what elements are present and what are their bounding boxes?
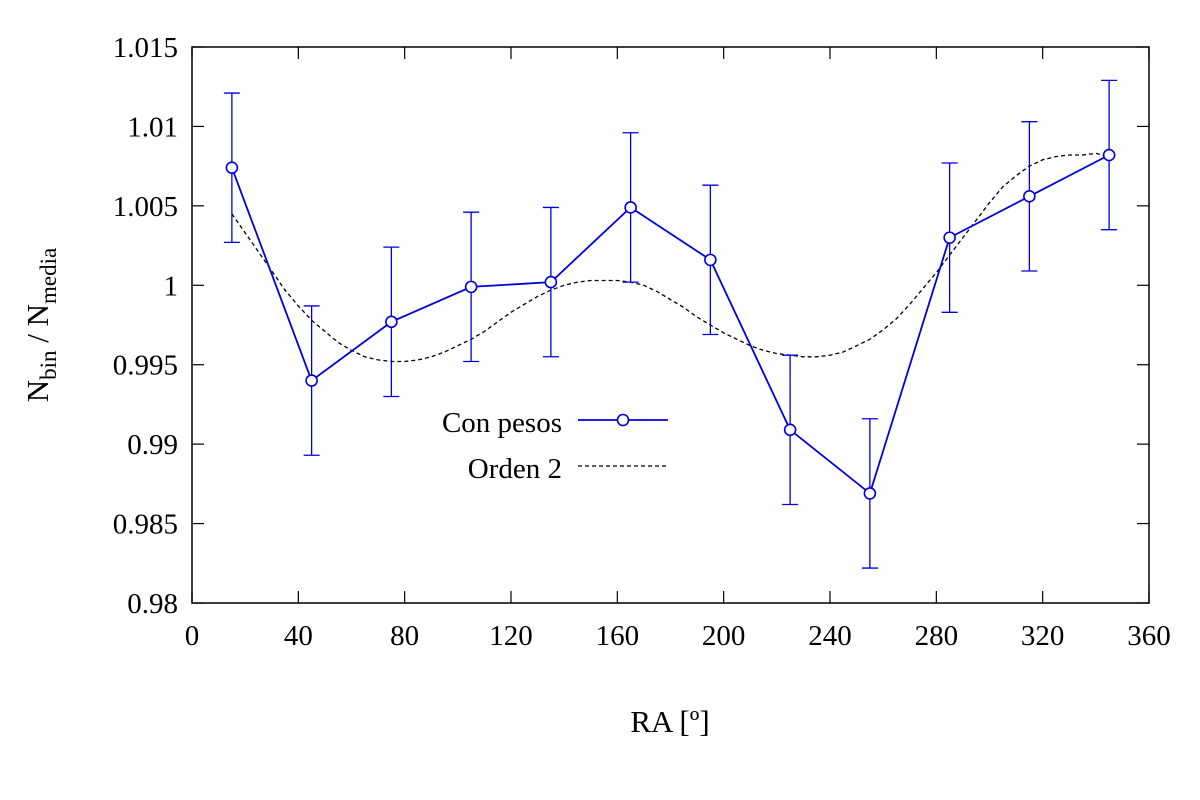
x-tick-labels: 0 40 80 120 160 200 240 280 320 360: [185, 620, 1171, 652]
data-point: [305, 374, 318, 387]
y-tick-label: 0.99: [127, 429, 178, 461]
x-tick-label: 320: [1021, 620, 1065, 652]
tick-marks: [191, 46, 1150, 604]
y-tick-label: 1.005: [113, 191, 178, 223]
y-tick-label: 1.015: [113, 32, 178, 64]
legend: Con pesos Orden 2: [442, 407, 668, 485]
data-point: [624, 201, 637, 214]
legend-label-orden-2: Orden 2: [468, 453, 562, 485]
x-tick-label: 160: [596, 620, 640, 652]
y-axis-title-sub1: bin: [36, 350, 61, 380]
data-point: [704, 253, 717, 267]
legend-marker-con-pesos: [616, 413, 630, 427]
x-tick-label: 280: [915, 620, 959, 652]
data-point: [783, 423, 797, 437]
x-tick-label: 40: [284, 620, 313, 652]
x-tick-label: 360: [1127, 620, 1171, 652]
series-line-con-pesos: [231, 154, 1110, 495]
data-point: [544, 275, 558, 289]
y-tick-label: 1.01: [127, 111, 178, 143]
data-point: [385, 315, 398, 329]
y-axis-title-sep: / N: [20, 304, 55, 351]
data-point: [225, 161, 239, 175]
legend-label-con-pesos: Con pesos: [442, 407, 562, 439]
x-tick-label: 120: [489, 620, 533, 652]
x-tick-label: 80: [390, 620, 419, 652]
y-axis-title-main: N: [20, 380, 55, 402]
y-tick-label: 0.98: [127, 588, 178, 620]
x-axis-title: RA [º]: [630, 704, 709, 739]
data-point: [1023, 190, 1036, 203]
data-point: [863, 487, 877, 500]
x-tick-label: 240: [808, 620, 852, 652]
y-tick-label: 0.985: [113, 509, 178, 541]
series-line-orden-2: [231, 152, 1110, 363]
x-tick-label: 200: [702, 620, 746, 652]
y-tick-label: 1: [164, 270, 179, 302]
y-tick-label: 0.995: [113, 350, 178, 382]
x-tick-label: 0: [185, 620, 200, 652]
y-tick-labels: 0.98 0.985 0.99 0.995 1 1.005 1.01 1.015: [113, 32, 178, 620]
plot-area: [223, 79, 1118, 569]
data-point: [464, 280, 478, 294]
plot-frame: [191, 46, 1150, 604]
y-axis-title-sub2: media: [36, 248, 61, 304]
data-point: [1102, 148, 1116, 162]
data-point: [943, 231, 956, 244]
y-axis-title: Nbin / Nmedia: [20, 248, 61, 402]
